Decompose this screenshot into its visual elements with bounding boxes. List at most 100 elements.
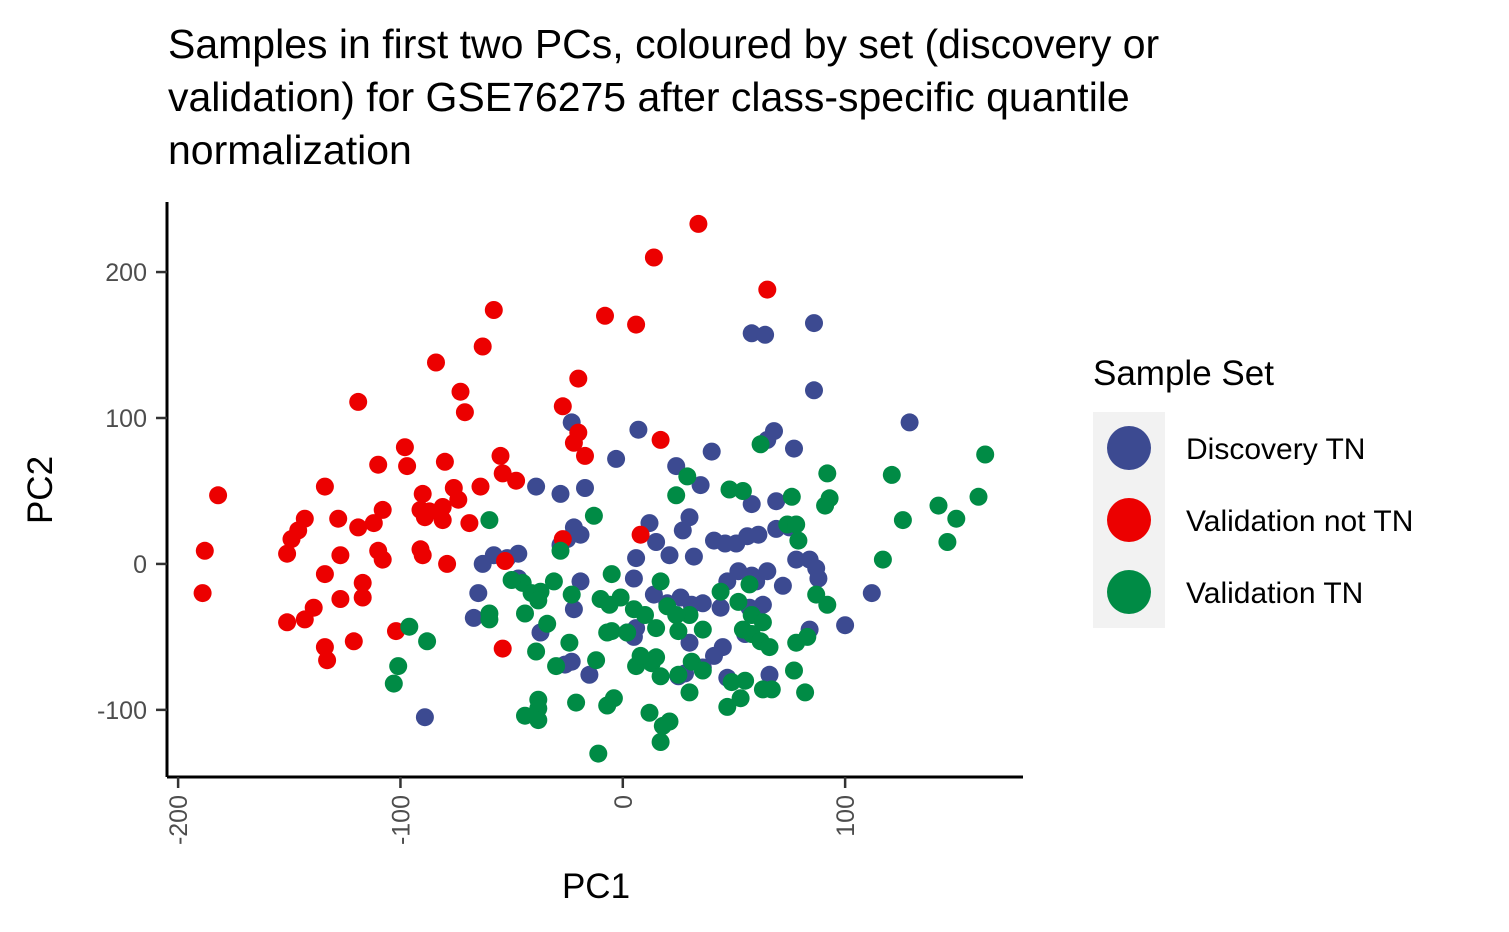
data-point	[433, 498, 452, 516]
data-point	[484, 301, 503, 319]
data-point	[651, 572, 670, 591]
data-point	[569, 369, 588, 388]
data-point	[787, 515, 806, 534]
data-point	[731, 689, 750, 708]
data-point	[760, 665, 779, 684]
data-point	[651, 430, 670, 449]
data-point	[353, 588, 372, 607]
data-point	[680, 606, 699, 624]
data-point	[882, 465, 901, 484]
data-point	[413, 546, 432, 565]
data-point	[449, 490, 468, 509]
data-point	[527, 642, 546, 661]
data-point	[693, 594, 712, 613]
y-axis-title: PC2	[21, 456, 60, 524]
data-point	[493, 464, 512, 483]
data-point	[718, 697, 737, 716]
data-point	[798, 627, 817, 646]
data-point	[471, 477, 490, 496]
data-point	[820, 489, 839, 508]
data-point	[551, 484, 570, 503]
data-point	[529, 591, 548, 610]
axes	[165, 202, 1023, 779]
data-point	[733, 482, 752, 500]
data-point	[751, 435, 770, 454]
data-point	[796, 683, 815, 702]
data-point	[711, 582, 730, 601]
data-point	[705, 646, 723, 665]
data-point	[624, 569, 643, 588]
data-point	[460, 514, 479, 533]
data-point	[644, 248, 663, 267]
data-point	[344, 632, 363, 651]
data-point	[749, 525, 768, 544]
data-point	[331, 590, 350, 608]
data-point	[551, 541, 570, 560]
data-point	[415, 508, 434, 527]
data-point	[702, 442, 721, 461]
data-point	[789, 531, 808, 550]
data-point	[753, 613, 772, 632]
chart-title-line-1: Samples in first two PCs, coloured by se…	[168, 21, 1159, 67]
data-point	[862, 584, 881, 603]
data-point	[438, 554, 457, 573]
data-point	[589, 744, 608, 763]
data-point	[647, 533, 666, 551]
data-point	[758, 562, 777, 581]
data-point	[469, 584, 488, 603]
data-point	[571, 572, 590, 591]
data-point	[502, 571, 521, 589]
data-point	[647, 619, 666, 638]
data-point	[315, 565, 334, 584]
data-point	[693, 661, 712, 680]
data-point	[618, 623, 637, 642]
legend-label: Validation not TN	[1186, 505, 1413, 538]
data-point	[364, 514, 383, 533]
data-point	[689, 214, 708, 233]
data-point	[560, 633, 579, 652]
data-point	[415, 708, 434, 727]
data-point	[740, 575, 759, 594]
data-point	[873, 550, 892, 569]
data-point	[596, 306, 614, 325]
legend-swatch	[1107, 498, 1151, 542]
data-point	[195, 541, 214, 560]
data-point	[787, 550, 806, 569]
data-point	[805, 314, 823, 333]
data-point	[400, 617, 419, 636]
data-point	[455, 403, 474, 422]
data-point	[349, 518, 368, 537]
data-point	[318, 651, 337, 670]
data-point	[678, 467, 697, 486]
data-point	[602, 622, 621, 641]
data-point	[631, 646, 650, 665]
data-point	[516, 604, 534, 623]
x-tick-label: -100	[387, 795, 415, 845]
data-point	[602, 565, 621, 584]
x-tick-label: 0	[610, 795, 638, 809]
data-point	[756, 325, 775, 344]
x-axis-title: PC1	[562, 867, 630, 906]
data-point	[480, 511, 499, 530]
data-point	[669, 622, 688, 641]
data-point	[209, 486, 228, 505]
data-point	[553, 397, 572, 416]
data-point	[680, 683, 699, 702]
data-point	[680, 633, 699, 652]
data-point	[567, 693, 586, 712]
data-point	[427, 353, 445, 372]
data-point	[496, 552, 514, 570]
data-point	[660, 546, 679, 565]
data-point	[493, 639, 512, 658]
data-point	[640, 703, 659, 722]
data-point	[435, 452, 454, 471]
data-point	[631, 525, 650, 544]
data-point	[651, 667, 670, 686]
data-point	[767, 492, 786, 511]
data-point	[711, 598, 730, 617]
data-point	[785, 661, 803, 680]
legend-label: Validation TN	[1186, 577, 1363, 610]
data-point	[433, 511, 452, 530]
y-axis-ticks: -100 0 100 200	[97, 259, 167, 725]
